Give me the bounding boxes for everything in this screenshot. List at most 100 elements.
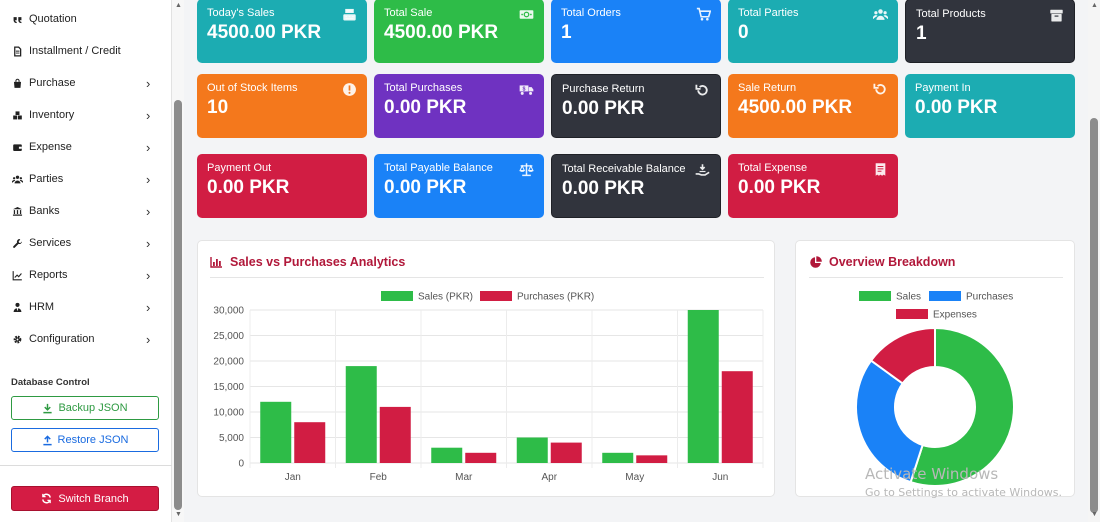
stat-card[interactable]: Total Parties 0 <box>728 0 898 63</box>
stat-card[interactable]: Total Receivable Balance 0.00 PKR <box>551 154 721 218</box>
sidebar-item[interactable]: Banks › <box>0 195 172 227</box>
sidebar-item-label: Quotation <box>29 13 77 25</box>
upload-icon <box>42 434 52 445</box>
legend-label: Expenses <box>933 310 977 321</box>
users-icon <box>872 7 889 27</box>
stat-card-value: 0.00 PKR <box>384 177 467 198</box>
sidebar-item[interactable]: Purchase › <box>0 67 172 99</box>
backup-json-button[interactable]: Backup JSON <box>11 396 159 420</box>
switch-branch-button[interactable]: Switch Branch <box>11 486 159 511</box>
stat-card[interactable]: Total Purchases 0.00 PKR $ <box>374 74 544 138</box>
stat-card-title: Total Orders <box>561 7 621 19</box>
sidebar-item-label: Services <box>29 237 72 249</box>
stat-card-value: 0.00 PKR <box>562 98 645 119</box>
backup-json-label: Backup JSON <box>58 402 128 414</box>
page-scroll-up-icon[interactable]: ▲ <box>1091 2 1098 9</box>
panel-divider <box>210 277 764 278</box>
x-tick-label: Feb <box>370 472 388 483</box>
scroll-up-arrow-icon[interactable]: ▲ <box>175 2 182 9</box>
overview-panel: Overview Breakdown Sales Purchases Expense… <box>795 240 1075 497</box>
sidebar-item[interactable]: Services › <box>0 227 172 259</box>
sidebar-scroll-thumb[interactable] <box>174 100 182 510</box>
wrench-icon <box>10 236 24 250</box>
restore-json-label: Restore JSON <box>57 434 129 446</box>
sidebar-scrollbar[interactable]: ▲ ▼ <box>172 0 184 522</box>
stat-card[interactable]: Sale Return 4500.00 PKR <box>728 74 898 138</box>
sidebar-item[interactable]: Expense › <box>0 131 172 163</box>
scroll-down-arrow-icon[interactable]: ▼ <box>175 511 182 518</box>
stat-card-value: 1 <box>561 22 572 43</box>
chevron-right-icon: › <box>146 267 151 283</box>
legend-swatch <box>929 291 961 301</box>
sidebar-item-label: Reports <box>29 269 68 281</box>
analytics-title-text: Sales vs Purchases Analytics <box>230 255 406 269</box>
stat-card-title: Payment Out <box>207 162 272 174</box>
sidebar-item[interactable]: Quotation <box>0 3 172 35</box>
boxes-icon <box>10 108 24 122</box>
legend-label: Sales (PKR) <box>418 292 473 303</box>
legend-label: Purchases <box>966 292 1013 303</box>
chevron-right-icon: › <box>146 299 151 315</box>
legend-label: Sales <box>896 292 921 303</box>
restore-json-button[interactable]: Restore JSON <box>11 428 159 452</box>
stat-card[interactable]: Out of Stock Items 10 <box>197 74 367 138</box>
cart-icon <box>696 7 712 27</box>
sidebar-item[interactable]: Installment / Credit <box>0 35 172 67</box>
stat-card-value: 0 <box>738 22 749 43</box>
stat-card-title: Sale Return <box>738 82 797 94</box>
stat-card[interactable]: Total Payable Balance 0.00 PKR <box>374 154 544 218</box>
x-tick-label: Jan <box>285 472 301 483</box>
x-tick-label: Jun <box>712 472 728 483</box>
y-tick-label: 5,000 <box>219 433 244 444</box>
stat-card[interactable]: Total Products 1 <box>905 0 1075 63</box>
sidebar-item[interactable]: Reports › <box>0 259 172 291</box>
page-scrollbar[interactable]: ▲ ▼ <box>1088 0 1100 522</box>
stat-card-title: Purchase Return <box>562 83 645 95</box>
chart-line-icon <box>10 268 24 282</box>
stat-card-value: 0.00 PKR <box>562 178 645 199</box>
donut-slice-purchases <box>855 359 924 484</box>
stat-card-title: Total Receivable Balance <box>562 163 686 175</box>
stat-card-value: 4500.00 PKR <box>384 22 499 43</box>
stat-card[interactable]: Payment In 0.00 PKR <box>905 74 1075 138</box>
sidebar-item[interactable]: Inventory › <box>0 99 172 131</box>
stat-card[interactable]: Today's Sales 4500.00 PKR <box>197 0 367 63</box>
stat-card[interactable]: Purchase Return 0.00 PKR <box>551 74 721 138</box>
sidebar-item-label: HRM <box>29 301 55 313</box>
wallet-icon <box>10 140 24 154</box>
switch-branch-label: Switch Branch <box>58 492 129 505</box>
stat-card-title: Total Expense <box>738 162 808 174</box>
stat-card-title: Payment In <box>915 82 971 94</box>
stat-card[interactable]: Total Orders 1 <box>551 0 721 63</box>
stat-card-value: 10 <box>207 97 229 118</box>
legend-label: Purchases (PKR) <box>517 292 594 303</box>
sidebar-item-label: Expense <box>29 141 72 153</box>
stat-card[interactable]: Total Expense 0.00 PKR <box>728 154 898 218</box>
svg-text:$: $ <box>523 86 526 92</box>
sync-icon <box>42 493 52 504</box>
activate-windows-hint: Go to Settings to activate Windows. <box>865 486 1063 499</box>
sidebar-item[interactable]: HRM › <box>0 291 172 323</box>
stat-card[interactable]: Payment Out 0.00 PKR <box>197 154 367 218</box>
stat-card-title: Total Purchases <box>384 82 463 94</box>
overview-donut-chart: Sales Purchases Expenses <box>855 291 1015 487</box>
sidebar-item[interactable]: Configuration › <box>0 323 172 355</box>
donut-slice-sales <box>909 326 1015 487</box>
stat-card[interactable]: Total Sale 4500.00 PKR <box>374 0 544 63</box>
sidebar-item-label: Installment / Credit <box>29 45 121 57</box>
box-icon <box>1049 8 1064 28</box>
page-scroll-thumb[interactable] <box>1090 118 1098 513</box>
legend-swatch <box>896 309 928 319</box>
money-bill-icon <box>519 7 534 27</box>
receipt-icon <box>873 162 888 182</box>
bar-sales <box>687 310 719 463</box>
page-scroll-down-icon[interactable]: ▼ <box>1091 511 1098 518</box>
sidebar-item[interactable]: Parties › <box>0 163 172 195</box>
donut-slice-expenses <box>869 326 936 385</box>
stat-card-value: 0.00 PKR <box>915 97 998 118</box>
x-tick-label: Apr <box>541 472 557 483</box>
sales-purchases-panel: Sales vs Purchases Analytics Sales (PKR)… <box>197 240 775 497</box>
cash-register-icon <box>342 7 357 27</box>
overview-title-text: Overview Breakdown <box>829 255 956 269</box>
overview-title: Overview Breakdown <box>809 255 955 269</box>
